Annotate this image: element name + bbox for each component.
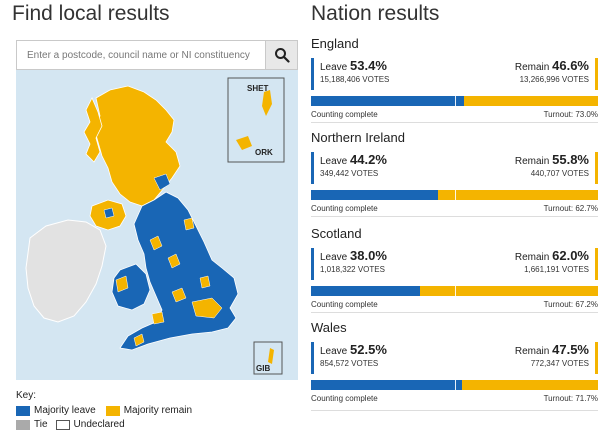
key-row-majority: Majority leave Majority remain [16, 405, 192, 416]
nation-footer: Counting complete Turnout: 71.7% [311, 394, 598, 403]
leave-votes: 349,442 VOTES [320, 169, 379, 178]
remain-percent: 62.0% [552, 248, 589, 263]
result-bar-midpoint [454, 286, 456, 296]
result-bar-leave [311, 380, 462, 390]
nation-block-scotland[interactable]: Scotland Leave 38.0% 1,018,322 VOTES Rem… [311, 226, 598, 309]
leave-word: Leave [320, 346, 348, 357]
leave-word: Leave [320, 62, 348, 73]
leave-swatch [16, 405, 30, 416]
leave-percent: 53.4% [350, 58, 387, 73]
nation-block-wales[interactable]: Wales Leave 52.5% 854,572 VOTES Remain 4… [311, 320, 598, 403]
key-remain-label: Majority remain [123, 405, 193, 416]
nation-block-northern-ireland[interactable]: Northern Ireland Leave 44.2% 349,442 VOT… [311, 130, 598, 213]
result-bar-leave [311, 286, 421, 296]
turnout: Turnout: 67.2% [543, 300, 598, 309]
remain-votes: 1,661,191 VOTES [524, 265, 589, 274]
remain-percent: 47.5% [552, 342, 589, 357]
result-bar-midpoint [454, 96, 456, 106]
nation-figures: Leave 38.0% 1,018,322 VOTES Remain 62.0%… [311, 248, 598, 280]
remain-figures: Remain 62.0% 1,661,191 VOTES [515, 248, 598, 280]
remain-votes: 772,347 VOTES [530, 359, 589, 368]
nation-divider [311, 410, 598, 411]
result-bar [311, 286, 598, 296]
ireland-shape [25, 219, 107, 323]
counting-status: Counting complete [311, 300, 378, 309]
shetland-label: SHET [247, 84, 269, 93]
local-results-title: Find local results [12, 2, 170, 25]
turnout: Turnout: 62.7% [543, 204, 598, 213]
gibraltar-label: GIB [256, 364, 271, 373]
counting-status: Counting complete [311, 204, 378, 213]
leave-percent: 44.2% [350, 152, 387, 167]
result-bar-leave [311, 190, 438, 200]
nation-figures: Leave 44.2% 349,442 VOTES Remain 55.8% 4… [311, 152, 598, 184]
key-undeclared-label: Undeclared [73, 419, 125, 430]
nation-results-title: Nation results [311, 2, 440, 25]
remain-word: Remain [514, 62, 550, 73]
nation-divider [311, 312, 598, 313]
leave-word: Leave [320, 252, 348, 263]
leave-votes: 854,572 VOTES [320, 359, 379, 368]
result-bar-midpoint [454, 190, 456, 200]
nation-figures: Leave 52.5% 854,572 VOTES Remain 47.5% 7… [311, 342, 598, 374]
result-bar-leave [311, 96, 465, 106]
result-bar [311, 190, 598, 200]
leave-word: Leave [320, 156, 348, 167]
nation-divider [311, 216, 598, 217]
remain-word: Remain [514, 156, 550, 167]
leave-percent: 52.5% [350, 342, 387, 357]
remain-word: Remain [514, 252, 550, 263]
nation-name: Wales [311, 320, 347, 335]
nation-name: Scotland [311, 226, 362, 241]
scotland-shape [93, 85, 181, 207]
key-leave-label: Majority leave [34, 405, 96, 416]
nation-footer: Counting complete Turnout: 67.2% [311, 300, 598, 309]
leave-percent: 38.0% [350, 248, 387, 263]
remain-swatch [105, 405, 120, 416]
results-map[interactable]: SHET ORK GIB [16, 70, 298, 380]
remain-percent: 46.6% [552, 58, 589, 73]
key-row-other: Tie Undeclared [16, 419, 125, 430]
remain-figures: Remain 46.6% 13,266,996 VOTES [515, 58, 598, 90]
remain-percent: 55.8% [552, 152, 589, 167]
nation-name: England [311, 36, 359, 51]
nation-name: Northern Ireland [311, 130, 405, 145]
search-input[interactable] [17, 41, 265, 69]
search-button[interactable] [265, 41, 297, 69]
search-icon [274, 48, 290, 63]
leave-figures: Leave 44.2% 349,442 VOTES [311, 152, 387, 184]
key-tie-label: Tie [34, 419, 48, 430]
nation-footer: Counting complete Turnout: 73.0% [311, 110, 598, 119]
tie-swatch [16, 419, 30, 430]
turnout: Turnout: 73.0% [543, 110, 598, 119]
orkney-label: ORK [255, 148, 273, 157]
leave-figures: Leave 53.4% 15,188,406 VOTES [311, 58, 389, 90]
result-bar [311, 380, 598, 390]
remain-word: Remain [514, 346, 550, 357]
nation-figures: Leave 53.4% 15,188,406 VOTES Remain 46.6… [311, 58, 598, 90]
nation-footer: Counting complete Turnout: 62.7% [311, 204, 598, 213]
leave-votes: 1,018,322 VOTES [320, 265, 385, 274]
remain-votes: 13,266,996 VOTES [519, 75, 589, 84]
remain-figures: Remain 55.8% 440,707 VOTES [515, 152, 598, 184]
counting-status: Counting complete [311, 394, 378, 403]
nation-divider [311, 122, 598, 123]
key-title: Key: [16, 390, 37, 401]
search-box [16, 40, 298, 70]
remain-votes: 440,707 VOTES [530, 169, 589, 178]
turnout: Turnout: 71.7% [543, 394, 598, 403]
result-bar [311, 96, 598, 106]
wales-shape [111, 263, 151, 311]
leave-votes: 15,188,406 VOTES [320, 75, 390, 84]
remain-figures: Remain 47.5% 772,347 VOTES [515, 342, 598, 374]
leave-figures: Leave 52.5% 854,572 VOTES [311, 342, 387, 374]
result-bar-midpoint [454, 380, 456, 390]
counting-status: Counting complete [311, 110, 378, 119]
undeclared-swatch [55, 419, 70, 430]
nation-block-england[interactable]: England Leave 53.4% 15,188,406 VOTES Rem… [311, 36, 598, 119]
leave-figures: Leave 38.0% 1,018,322 VOTES [311, 248, 387, 280]
uk-map[interactable] [16, 70, 298, 380]
